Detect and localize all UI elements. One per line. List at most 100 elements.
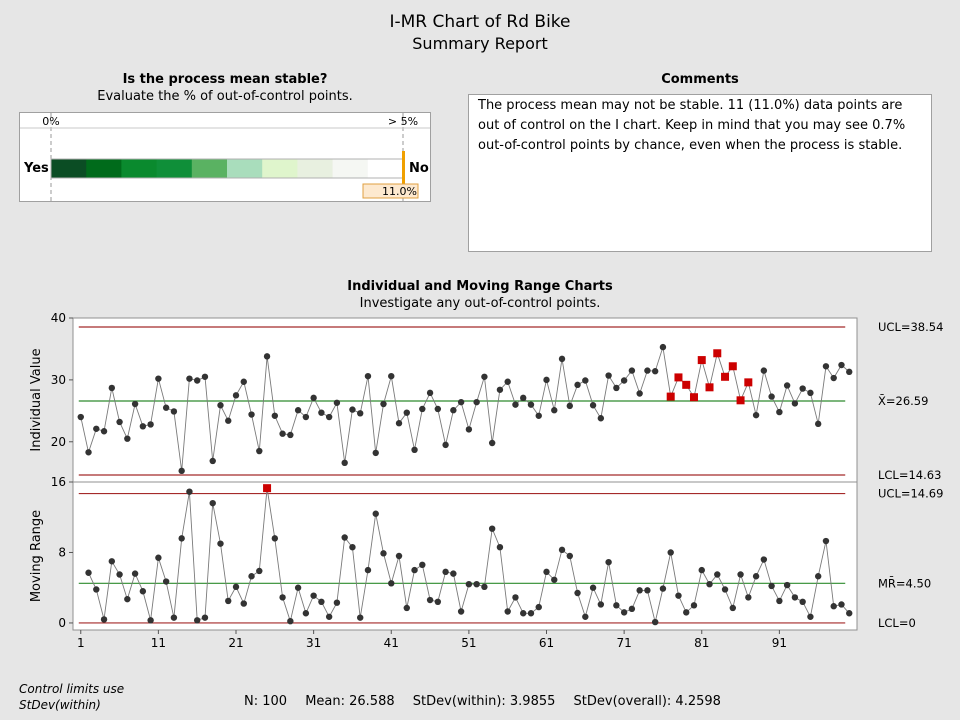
data-point: [566, 402, 573, 410]
data-point: [388, 580, 395, 587]
data-point: [217, 402, 224, 409]
data-point: [108, 384, 116, 392]
y-axis-label: Individual Value: [29, 348, 44, 451]
data-point: [116, 418, 123, 426]
data-point: [589, 584, 597, 591]
data-point: [147, 421, 154, 428]
data-point: [225, 417, 232, 424]
data-point: [395, 420, 403, 427]
data-point: [768, 393, 775, 400]
data-point: [582, 377, 589, 384]
data-point: [139, 423, 147, 430]
x-tick-label: 1: [77, 636, 85, 650]
data-point: [341, 459, 348, 467]
gauge-segment: [297, 159, 334, 178]
data-point: [333, 599, 341, 606]
data-point: [426, 389, 434, 397]
y-tick-label: 16: [51, 475, 66, 489]
individual-chart: 20 30 40 Individual Value UCL=38.54 X̄=26.59 L…: [29, 311, 943, 483]
data-point: [178, 535, 185, 542]
imr-charts: 20 30 40 Individual Value UCL=38.54 X̄=26.59 L…: [29, 311, 943, 650]
gauge-segment: [262, 159, 298, 178]
x-tick-label: 11: [151, 636, 166, 650]
data-point: [488, 439, 496, 447]
data-point: [372, 449, 379, 457]
data-point: [504, 608, 511, 615]
gauge-value-marker: [402, 151, 405, 186]
data-point: [589, 402, 597, 409]
data-point: [403, 604, 410, 612]
data-point: [325, 613, 333, 620]
data-point: [807, 613, 814, 620]
data-point: [155, 554, 162, 561]
summary-stats: N: 100 Mean: 26.588 StDev(within): 3.985…: [244, 694, 735, 709]
data-point: [388, 372, 395, 380]
data-point: [465, 426, 473, 433]
control-limits-note-line1: Control limits use: [19, 682, 125, 696]
stat-stdev-overall: StDev(overall): 4.2598: [573, 694, 721, 709]
data-point: [636, 587, 643, 594]
data-point: [357, 410, 364, 417]
data-point: [395, 552, 403, 560]
data-point: [776, 597, 783, 605]
data-point: [302, 413, 310, 421]
gauge-segment: [156, 159, 193, 178]
stability-question: Is the process mean stable?: [122, 72, 328, 87]
center-line-label: MR̄=4.50: [878, 576, 931, 590]
control-limits-note: Control limits use StDev(within): [19, 681, 124, 713]
data-point: [93, 425, 100, 432]
gauge-color-bar: [50, 158, 404, 179]
stat-mean: Mean: 26.588: [305, 694, 395, 709]
plot-area: [72, 481, 858, 631]
gauge-segment: [332, 159, 369, 178]
data-point: [783, 581, 791, 589]
data-point: [520, 394, 527, 402]
data-point: [760, 367, 768, 374]
data-point: [256, 567, 263, 575]
data-point: [162, 404, 170, 411]
out-of-control-point: [682, 380, 691, 389]
gauge-value-label: 11.0%: [382, 185, 417, 198]
data-point: [520, 610, 527, 617]
data-point: [721, 586, 729, 593]
data-point: [846, 368, 853, 376]
data-point: [558, 355, 566, 363]
data-point: [225, 597, 232, 605]
gauge-scale-left: 0%: [42, 115, 59, 128]
data-point: [605, 372, 612, 379]
data-point: [108, 558, 116, 565]
data-point: [201, 373, 209, 380]
data-point: [116, 571, 123, 578]
stability-gauge-panel: 0% > 5% Yes No 11.0%: [19, 112, 431, 202]
data-point: [147, 617, 154, 624]
gauge-segment: [191, 159, 228, 178]
data-point: [776, 408, 783, 416]
data-point: [162, 578, 170, 585]
data-point: [411, 446, 418, 454]
data-point: [434, 405, 442, 413]
data-point: [512, 401, 519, 408]
data-point: [93, 586, 100, 593]
data-point: [442, 441, 449, 449]
y-tick-label: 8: [58, 545, 66, 559]
data-point: [783, 382, 791, 389]
data-point: [240, 378, 247, 385]
center-line-label: X̄=26.59: [878, 394, 928, 408]
data-point: [450, 407, 457, 414]
data-point: [310, 592, 317, 599]
data-point: [745, 594, 752, 601]
data-point: [830, 603, 837, 610]
stat-stdev-within: StDev(within): 3.9855: [412, 694, 556, 709]
data-point: [248, 411, 255, 418]
moving-range-chart: 0 8 16 Moving Range UCL=14.69 MR̄=4.50 LCL=0: [29, 475, 943, 631]
data-point: [380, 550, 387, 557]
out-of-control-point: [697, 356, 706, 365]
gauge-no-label: No: [409, 161, 429, 176]
data-point: [613, 384, 620, 392]
data-point: [690, 602, 698, 609]
comments-heading: Comments: [661, 72, 739, 87]
data-point: [178, 467, 185, 475]
data-point: [791, 400, 799, 407]
data-point: [644, 367, 651, 374]
data-point: [209, 457, 216, 465]
